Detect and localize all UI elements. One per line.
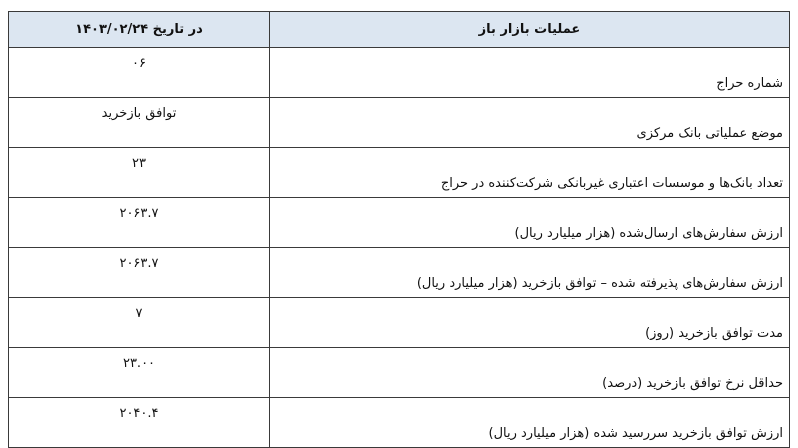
header-date-column: در تاریخ ۱۴۰۳/۰۲/۲۴ (8, 11, 270, 48)
row-label: ارزش سفارش‌های ارسال‌شده (هزار میلیارد ر… (269, 197, 790, 248)
table-row: تعداد بانک‌ها و موسسات اعتباری غیربانکی … (8, 147, 790, 198)
header-label-column: عملیات بازار باز (269, 11, 790, 48)
row-value: ۲۳ (8, 147, 270, 198)
table-header-row: عملیات بازار باز در تاریخ ۱۴۰۳/۰۲/۲۴ (8, 11, 790, 48)
row-label: ارزش توافق بازخرید سررسید شده (هزار میلی… (269, 397, 790, 448)
row-value: توافق بازخرید (8, 97, 270, 148)
row-value: ۰۶ (8, 47, 270, 98)
table-row: ارزش توافق بازخرید سررسید شده (هزار میلی… (8, 397, 790, 448)
row-label: مدت توافق بازخرید (روز) (269, 297, 790, 348)
table-row: موضع عملیاتی بانک مرکزی توافق بازخرید (8, 97, 790, 148)
row-value: ۲۰۶۳.۷ (8, 197, 270, 248)
table-row: شماره حراج ۰۶ (8, 47, 790, 98)
row-label: تعداد بانک‌ها و موسسات اعتباری غیربانکی … (269, 147, 790, 198)
row-value: ۲۰۴۰.۴ (8, 397, 270, 448)
row-label: موضع عملیاتی بانک مرکزی (269, 97, 790, 148)
row-label: ارزش سفارش‌های پذیرفته شده – توافق بازخر… (269, 247, 790, 298)
row-value: ۲۳.۰۰ (8, 347, 270, 398)
row-label: حداقل نرخ توافق بازخرید (درصد) (269, 347, 790, 398)
row-value: ۲۰۶۳.۷ (8, 247, 270, 298)
row-value: ۷ (8, 297, 270, 348)
table-row: ارزش سفارش‌های ارسال‌شده (هزار میلیارد ر… (8, 197, 790, 248)
table-row: ارزش سفارش‌های پذیرفته شده – توافق بازخر… (8, 247, 790, 298)
table-row: مدت توافق بازخرید (روز) ۷ (8, 297, 790, 348)
table-row: حداقل نرخ توافق بازخرید (درصد) ۲۳.۰۰ (8, 347, 790, 398)
open-market-operations-table: عملیات بازار باز در تاریخ ۱۴۰۳/۰۲/۲۴ شما… (8, 11, 790, 448)
row-label: شماره حراج (269, 47, 790, 98)
